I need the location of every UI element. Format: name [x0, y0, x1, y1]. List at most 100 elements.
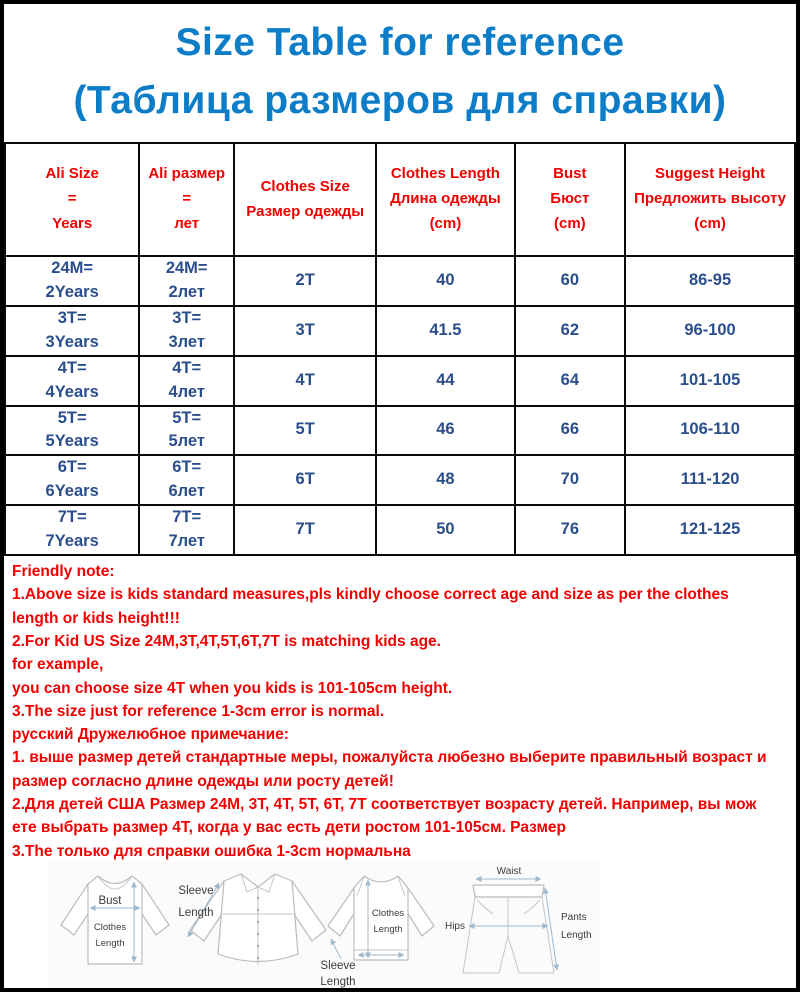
header-line: лет: [174, 214, 200, 232]
note-line: 1.Above size is kids standard measures,p…: [12, 586, 729, 604]
col-header-clothes-length: Clothes Length Длина одежды (cm): [375, 142, 516, 257]
cell-bust: 60: [513, 255, 627, 307]
cell-ali-razmer: 24M= 2лет: [138, 255, 236, 307]
note-line: 1. выше размер детей стандартные меры, п…: [12, 749, 767, 767]
note-line: 3.The size just for reference 1-3cm erro…: [12, 702, 385, 720]
note-line: 2.Для детей США Размер 24M, 3T, 4T, 5T, …: [12, 796, 757, 814]
cell-clothes-size: 2T: [233, 255, 378, 307]
pants-length-label: Length: [561, 930, 592, 941]
cell-ali-size: 6T= 6Years: [4, 454, 141, 507]
table-row: 7T= 7Years 7T= 7лет 7T 50 76 121-125: [4, 504, 796, 557]
table-row: 6T= 6Years 6T= 6лет 6T 48 70 111-120: [4, 454, 796, 507]
sweater-measurement-diagram: Bust Clothes Length: [60, 875, 170, 965]
note-line: you can choose size 4T when you kids is …: [12, 679, 453, 697]
cell-ali-razmer: 6T= 6лет: [138, 454, 236, 507]
cell-bust: 62: [513, 304, 627, 357]
header-line: Ali Size: [45, 165, 99, 183]
col-header-suggest-height: Suggest Height Предложить высоту (cm): [624, 142, 796, 257]
friendly-note-section: Friendly note: 1.Above size is kids stan…: [4, 556, 796, 860]
cell-clothes-length: 44: [375, 354, 516, 407]
raglan-sleeve-length-label: Length: [320, 976, 355, 988]
cell-ali-size: 24M= 2Years: [4, 255, 141, 307]
title-block: Size Table for reference (Таблица размер…: [4, 4, 796, 142]
col-header-ali-razmer: Ali размер = лет: [138, 142, 236, 257]
sweater-bust-label: Bust: [98, 895, 122, 907]
note-line: Friendly note:: [12, 563, 115, 581]
raglan-clothes-label: Clothes: [372, 908, 404, 919]
pants-hips-label: Hips: [445, 921, 465, 932]
header-line: Clothes Size: [260, 177, 350, 195]
table-row: 4T= 4Years 4T= 4лет 4T 44 64 101-105: [4, 354, 796, 407]
shirt-measurement-diagram: Sleeve Length: [178, 873, 327, 966]
page-title-en: Size Table for reference: [175, 21, 625, 64]
header-line: Предложить высоту: [634, 190, 787, 208]
header-line: Длина одежды: [390, 190, 501, 208]
table-row: 24M= 2Years 24M= 2лет 2T 40 60 86-95: [4, 255, 796, 307]
cell-suggest-height: 86-95: [624, 255, 796, 307]
cell-ali-razmer: 4T= 4лет: [138, 354, 236, 407]
cell-clothes-length: 50: [375, 504, 516, 557]
header-line: Suggest Height: [655, 165, 766, 183]
header-row: Ali Size = Years Ali размер = лет Clothe…: [4, 142, 796, 257]
cell-suggest-height: 121-125: [624, 504, 796, 557]
header-line: (cm): [553, 214, 586, 232]
header-line: Bust: [553, 165, 587, 183]
cell-bust: 70: [513, 454, 627, 507]
note-line: русский Дружелюбное примечание:: [12, 726, 289, 744]
pants-measurement-diagram: Waist Hips Pants Length: [445, 866, 592, 974]
cell-clothes-size: 7T: [233, 504, 378, 557]
cell-clothes-size: 4T: [233, 354, 378, 407]
note-line: ете выбрать размер 4T, когда у вас есть …: [12, 819, 566, 837]
cell-suggest-height: 96-100: [624, 304, 796, 357]
header-line: Ali размер: [148, 165, 226, 183]
raglan-clothes-length-label: Length: [373, 924, 402, 935]
raglan-measurement-diagram: Clothes Length Sleeve Length: [320, 875, 435, 988]
col-header-clothes-size: Clothes Size Размер одежды: [233, 142, 378, 257]
cell-clothes-length: 41.5: [375, 304, 516, 357]
note-line: length or kids height!!!: [12, 609, 180, 627]
pants-waist-label: Waist: [497, 866, 522, 877]
cell-clothes-size: 3T: [233, 304, 378, 357]
note-line: 3.The только для справки ошибка 1-3cm но…: [12, 842, 411, 860]
note-line: размер согласно длине одежды или росту д…: [12, 772, 394, 790]
shirt-sleeve-length-label: Length: [178, 907, 213, 919]
raglan-sleeve-label: Sleeve: [320, 960, 355, 972]
table-row: 3T= 3Years 3T= 3лет 3T 41.5 62 96-100: [4, 304, 796, 357]
page-title-ru: (Таблица размеров для справки): [73, 79, 727, 122]
cell-ali-size: 7T= 7Years: [4, 504, 141, 557]
cell-ali-razmer: 7T= 7лет: [138, 504, 236, 557]
sweater-length-label: Length: [95, 938, 124, 949]
header-line: Бюст: [550, 190, 590, 208]
shirt-sleeve-label: Sleeve: [178, 885, 213, 897]
cell-suggest-height: 111-120: [624, 454, 796, 507]
cell-ali-size: 5T= 5Years: [4, 404, 141, 457]
size-table: Ali Size = Years Ali размер = лет Clothe…: [4, 142, 796, 557]
cell-clothes-length: 46: [375, 404, 516, 457]
header-line: Years: [52, 214, 93, 232]
header-line: =: [182, 190, 192, 208]
pants-pants-label: Pants: [561, 912, 587, 923]
cell-ali-size: 4T= 4Years: [4, 354, 141, 407]
cell-bust: 66: [513, 404, 627, 457]
cell-clothes-length: 48: [375, 454, 516, 507]
cell-clothes-size: 5T: [233, 404, 378, 457]
note-line: 2.For Kid US Size 24M,3T,4T,5T,6T,7T is …: [12, 632, 441, 650]
cell-suggest-height: 106-110: [624, 404, 796, 457]
cell-bust: 76: [513, 504, 627, 557]
cell-clothes-size: 6T: [233, 454, 378, 507]
header-line: Clothes Length: [390, 165, 500, 183]
measurement-diagrams: Bust Clothes Length Sleeve Length: [48, 862, 600, 988]
header-line: =: [67, 190, 77, 208]
cell-suggest-height: 101-105: [624, 354, 796, 407]
col-header-ali-size-years: Ali Size = Years: [4, 142, 141, 257]
cell-ali-size: 3T= 3Years: [4, 304, 141, 357]
cell-clothes-length: 40: [375, 255, 516, 307]
cell-bust: 64: [513, 354, 627, 407]
sweater-clothes-label: Clothes: [94, 922, 126, 933]
cell-ali-razmer: 3T= 3лет: [138, 304, 236, 357]
col-header-bust: Bust Бюст (cm): [513, 142, 627, 257]
note-line: for example,: [12, 656, 104, 674]
cell-ali-razmer: 5T= 5лет: [138, 404, 236, 457]
header-line: (cm): [429, 214, 462, 232]
